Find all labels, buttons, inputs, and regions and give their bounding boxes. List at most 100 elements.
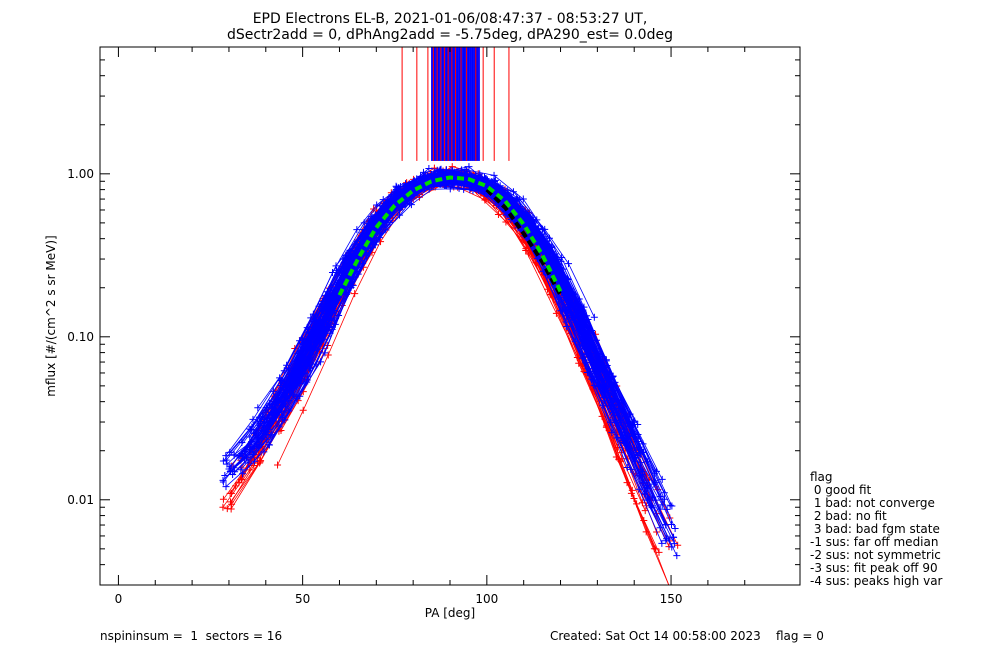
series-blue-curve [238,178,676,529]
series-blue-point [415,177,423,185]
legend-entry-0: 0 good fit [810,483,872,497]
y-tick-label: 0.01 [67,493,94,507]
series-blue-point [364,229,372,237]
series-blue-point [425,164,433,172]
series-blue-point [673,552,681,560]
series-blue-point [364,219,372,227]
series-red-curve [297,173,671,542]
series-red-curve [226,174,594,509]
legend-title: flag [810,470,833,484]
series-blue [219,163,681,560]
series-blue-point [249,415,257,423]
series-blue-point [496,183,504,191]
series-blue-point [222,483,230,491]
series-blue-point [662,521,670,529]
series-blue-point [293,368,301,376]
series-blue-curve [293,177,661,510]
series-red-curve [265,172,679,546]
series-blue-point [346,246,354,254]
series-blue-point [332,262,340,270]
series-blue-point [665,535,673,543]
series-red-point [674,541,682,549]
series-blue-point [629,423,637,431]
series-blue-point [265,425,273,433]
series-red-curve [230,173,617,503]
series-blue-point [661,495,669,503]
series-blue-curve [304,170,655,474]
series-blue-point [639,448,647,456]
series-blue-point [635,485,643,493]
series-blue-point [582,359,590,367]
series-blue-curve [307,181,655,482]
series-blue-point [585,333,593,341]
series-blue-point [490,177,498,185]
series-red-curve [250,178,604,453]
x-axis-label: PA [deg] [425,606,475,620]
series-blue-point [330,316,338,324]
series-blue-point [282,392,290,400]
series-blue-point [565,300,573,308]
series-blue-point [608,429,616,437]
series-blue-point [265,411,273,419]
series-red-point [274,461,282,469]
series-blue-point [466,186,474,194]
series-red-point [219,495,227,503]
series-red-point [655,548,663,556]
series-blue-point [402,198,410,206]
series-blue-point [405,181,413,189]
plot-area [219,47,682,585]
series-blue-curve [275,174,667,525]
series-blue-point [455,184,463,192]
axes: 0 50 100 150 0.01 0.10 1.00 [67,46,800,606]
series-blue-curve [241,182,595,457]
series-blue-point [634,421,642,429]
series-red-point [522,247,530,255]
series-blue-curve [281,176,657,501]
series-blue-curve [244,170,635,455]
series-blue-point [662,537,670,545]
series-blue-point [320,318,328,326]
y-tick-label: 1.00 [67,167,94,181]
y-tick-label: 0.10 [67,330,94,344]
series-red-curve [231,178,606,467]
series-blue-curve [261,179,606,431]
series-blue-point [437,165,445,173]
series-blue-point [607,418,615,426]
series-red-point [641,507,649,515]
legend-entry-4: -1 sus: far off median [810,535,938,549]
series-blue-point [436,166,444,174]
series-blue-point [513,194,521,202]
series-blue-curve [242,182,653,498]
legend-entry-1: 1 bad: not converge [810,496,935,510]
fit-curve-black [485,188,563,297]
series-red-point [653,528,661,536]
series-blue-point [670,540,678,548]
series-blue-point [565,260,573,268]
series-blue-point [307,314,315,322]
series-blue-point [393,183,401,191]
series-blue-point [265,441,273,449]
x-tick-label: 0 [115,592,123,606]
series-blue-point [446,185,454,193]
legend-entry-5: -2 sus: not symmetric [810,548,941,562]
x-tick-label: 50 [295,592,310,606]
series-blue-curve [274,175,665,493]
series-blue-point [223,460,231,468]
series-blue-point [310,335,318,343]
series-blue-point [321,349,329,357]
series-blue-point [554,265,562,273]
legend-entry-3: 3 bad: bad fgm state [810,522,940,536]
chart-title-line2: dSectr2add = 0, dPhAng2add = -5.75deg, d… [227,27,673,43]
series-red-curve [305,181,648,476]
series-blue-point [510,202,518,210]
series-red-point [223,505,231,513]
series-blue-point [392,182,400,190]
series-blue-point [658,539,666,547]
y-axis-label: mflux [#/(cm^2 s sr MeV)] [44,235,58,396]
series-blue-point [241,450,249,458]
series-red-point [598,412,606,420]
series-blue-point [336,268,344,276]
series-blue-point [457,180,465,188]
series-blue-point [306,364,314,372]
series-blue-point [298,336,306,344]
